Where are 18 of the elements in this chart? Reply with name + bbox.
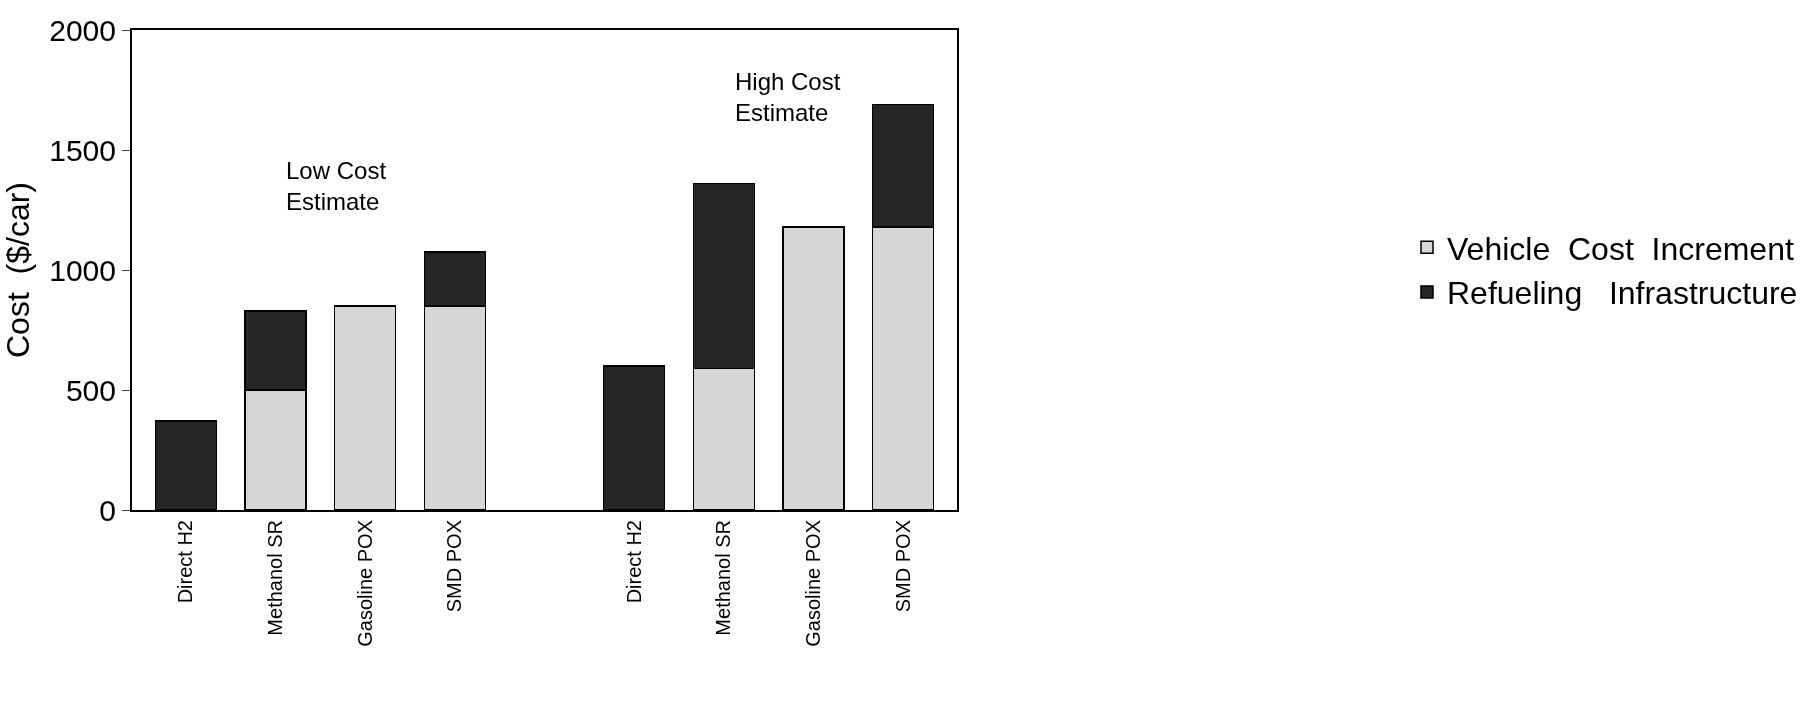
x-tick-label: Gasoline POX [353,520,376,647]
legend-label: Refueling Infrastructure [1447,275,1798,312]
x-tick-label: SMD POX [891,520,914,613]
x-tick-label: SMD POX [443,520,466,613]
x-tick-label: Direct H2 [622,520,645,604]
y-axis-title: Cost ($/car) [0,181,36,359]
annotation: Low Cost Estimate [286,157,387,216]
y-tick-label: 0 [99,493,116,527]
x-tick-label: Methanol SR [263,520,286,636]
annotation: High Cost Estimate [735,68,841,127]
y-tick-label: 500 [65,373,116,407]
legend-label: Vehicle Cost Increment [1447,230,1794,267]
y-tick-label: 1500 [49,133,116,167]
y-tick-label: 2000 [49,13,116,47]
x-tick-label: Direct H2 [174,520,197,604]
x-tick-label: Methanol SR [712,520,735,636]
x-tick-label: Gasoline POX [802,520,825,647]
y-tick-label: 1000 [49,253,116,287]
